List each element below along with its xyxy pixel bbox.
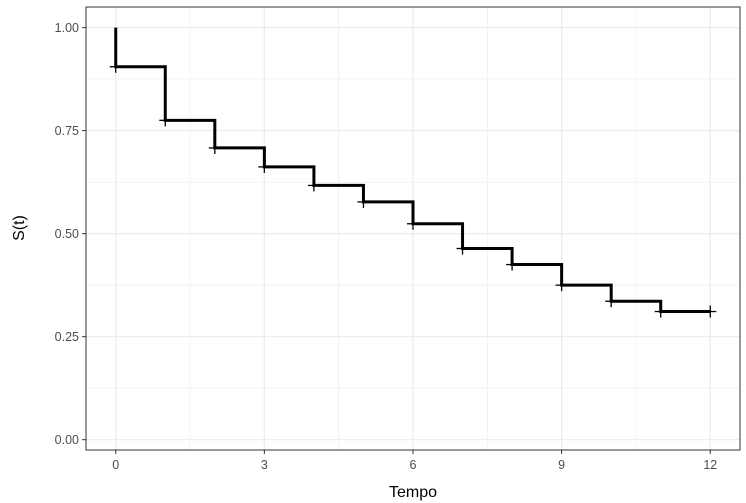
censor-mark: [506, 258, 519, 271]
y-axis-title: S(t): [11, 215, 28, 241]
censor-mark: [159, 114, 172, 127]
censor-mark: [704, 305, 717, 318]
x-tick-label: 0: [112, 458, 119, 472]
censor-mark: [258, 160, 271, 173]
censor-mark: [307, 179, 320, 192]
survival-step-line: [114, 27, 711, 314]
series-layer: [114, 27, 711, 314]
censor-mark: [654, 305, 667, 318]
y-tick-label: 0.25: [55, 330, 79, 344]
x-tick-label: 12: [703, 458, 717, 472]
censor-mark: [208, 141, 221, 154]
censor-mark: [605, 295, 618, 308]
y-axis-ticks: 0.00 0.25 0.50 0.75 1.00: [55, 21, 86, 447]
y-tick-label: 0.75: [55, 124, 79, 138]
censor-mark: [109, 60, 122, 73]
censor-mark: [357, 195, 370, 208]
x-tick-label: 3: [261, 458, 268, 472]
x-tick-label: 6: [410, 458, 417, 472]
x-axis-ticks: 0 3 6 9 12: [112, 450, 717, 472]
y-tick-label: 0.50: [55, 227, 79, 241]
y-tick-label: 0.00: [55, 433, 79, 447]
x-tick-label: 9: [558, 458, 565, 472]
x-axis-title: Tempo: [389, 484, 437, 501]
censor-mark: [407, 217, 419, 230]
y-tick-label: 1.00: [55, 21, 79, 35]
censor-mark: [456, 242, 469, 255]
censor-marks: [109, 60, 717, 318]
censor-mark: [555, 279, 568, 292]
